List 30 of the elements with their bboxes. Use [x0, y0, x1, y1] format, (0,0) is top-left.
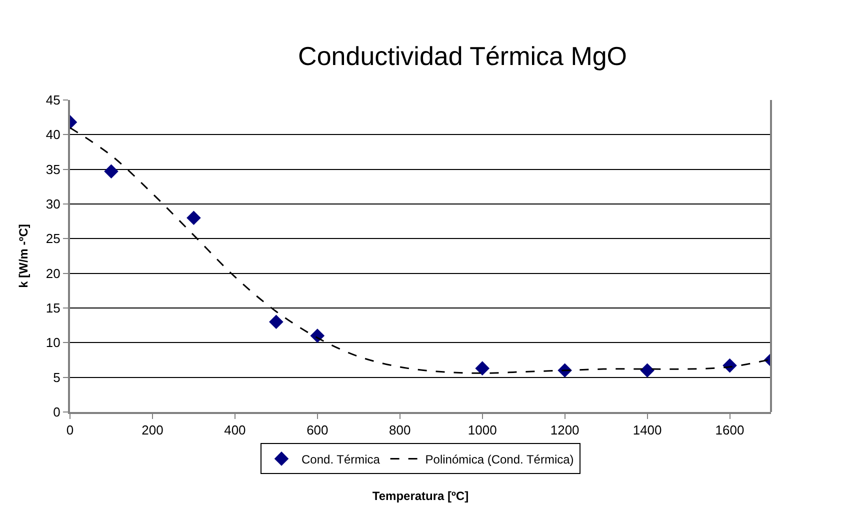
chart-title: Conductividad Térmica MgO — [298, 41, 628, 72]
y-tick-label: 25 — [46, 231, 60, 246]
y-tick-label: 40 — [46, 127, 60, 142]
x-tick-label: 1400 — [632, 422, 662, 438]
x-tick-label: 0 — [66, 422, 74, 438]
legend-label: Cond. Térmica — [302, 452, 380, 466]
y-axis-title: k [W/m -ºC] — [16, 224, 31, 288]
x-tick-label: 1200 — [550, 422, 580, 438]
y-tick-label: 30 — [46, 196, 60, 212]
legend-label: Polinómica (Cond. Térmica) — [425, 452, 574, 466]
x-tick-label: 1600 — [715, 422, 744, 438]
point — [310, 328, 325, 343]
x-tick-label: 1000 — [468, 422, 497, 438]
point — [475, 361, 490, 376]
point — [640, 363, 654, 378]
y-tick-label: 15 — [46, 300, 60, 316]
x-tick-label: 600 — [306, 422, 328, 438]
x-axis-title: Temperatura [ºC] — [372, 489, 469, 503]
y-tick-label: 10 — [46, 335, 60, 350]
x-tick-label: 400 — [224, 422, 246, 438]
y-tick-label: 35 — [46, 162, 60, 177]
y-tick-label: 45 — [46, 92, 60, 108]
y-tick-label: 5 — [53, 370, 60, 385]
point — [104, 164, 118, 179]
x-tick-label: 800 — [389, 422, 411, 438]
point — [269, 314, 284, 330]
y-tick-label: 20 — [46, 266, 60, 281]
y-tick-label: 0 — [53, 404, 60, 420]
x-tick-label: 200 — [142, 422, 164, 438]
point — [186, 210, 201, 226]
